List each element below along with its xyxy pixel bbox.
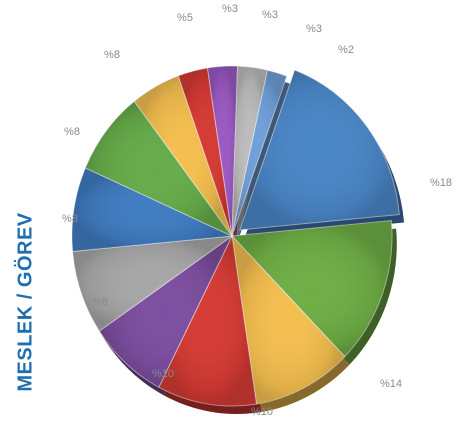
side-title: MESLEK / GÖREV — [14, 212, 37, 392]
pie-slice-label-13: %2 — [338, 44, 354, 56]
pie-slice-shading-1 — [239, 70, 400, 230]
pie-slice-shading-13 — [232, 70, 287, 236]
pie-slices — [71, 65, 400, 407]
pie-slice-label-7: %8 — [64, 126, 80, 138]
pie-slice-shading-2 — [232, 220, 392, 357]
pie-slice-label-5: %8 — [92, 296, 108, 308]
pie-slice-shading-10 — [178, 68, 232, 236]
pie-slice-shading-5 — [99, 236, 232, 388]
pie-slice-shading-7 — [72, 167, 232, 252]
pie-slice-shading-8 — [85, 101, 232, 236]
pie-slice-shading-3 — [232, 236, 345, 404]
pie-slice-label-8: %8 — [104, 49, 120, 61]
pie-slice-label-11: %3 — [262, 9, 278, 21]
pie-slice-label-9: %5 — [177, 12, 193, 24]
pie-slice-label-4: %10 — [152, 368, 174, 380]
pie-labels: %18 %14 %10 %10 %8 %8 %8 %8 %5 %3 %3 %3 %2 — [62, 3, 452, 418]
pie-slice-shading-9 — [134, 75, 232, 236]
pie-slice-label-12: %3 — [306, 23, 322, 35]
pie-slice-label-10: %3 — [222, 3, 238, 15]
pie-slice-shading-6 — [72, 236, 232, 332]
pie-slice-shading-11 — [207, 65, 238, 236]
pie-slice-label-2: %14 — [380, 378, 402, 390]
pie-slice-label-3: %10 — [251, 406, 273, 418]
pie-slice-label-1: %18 — [430, 177, 452, 189]
pie-slice-label-6: %8 — [62, 213, 78, 225]
pie-slice-shading-4 — [158, 236, 257, 407]
